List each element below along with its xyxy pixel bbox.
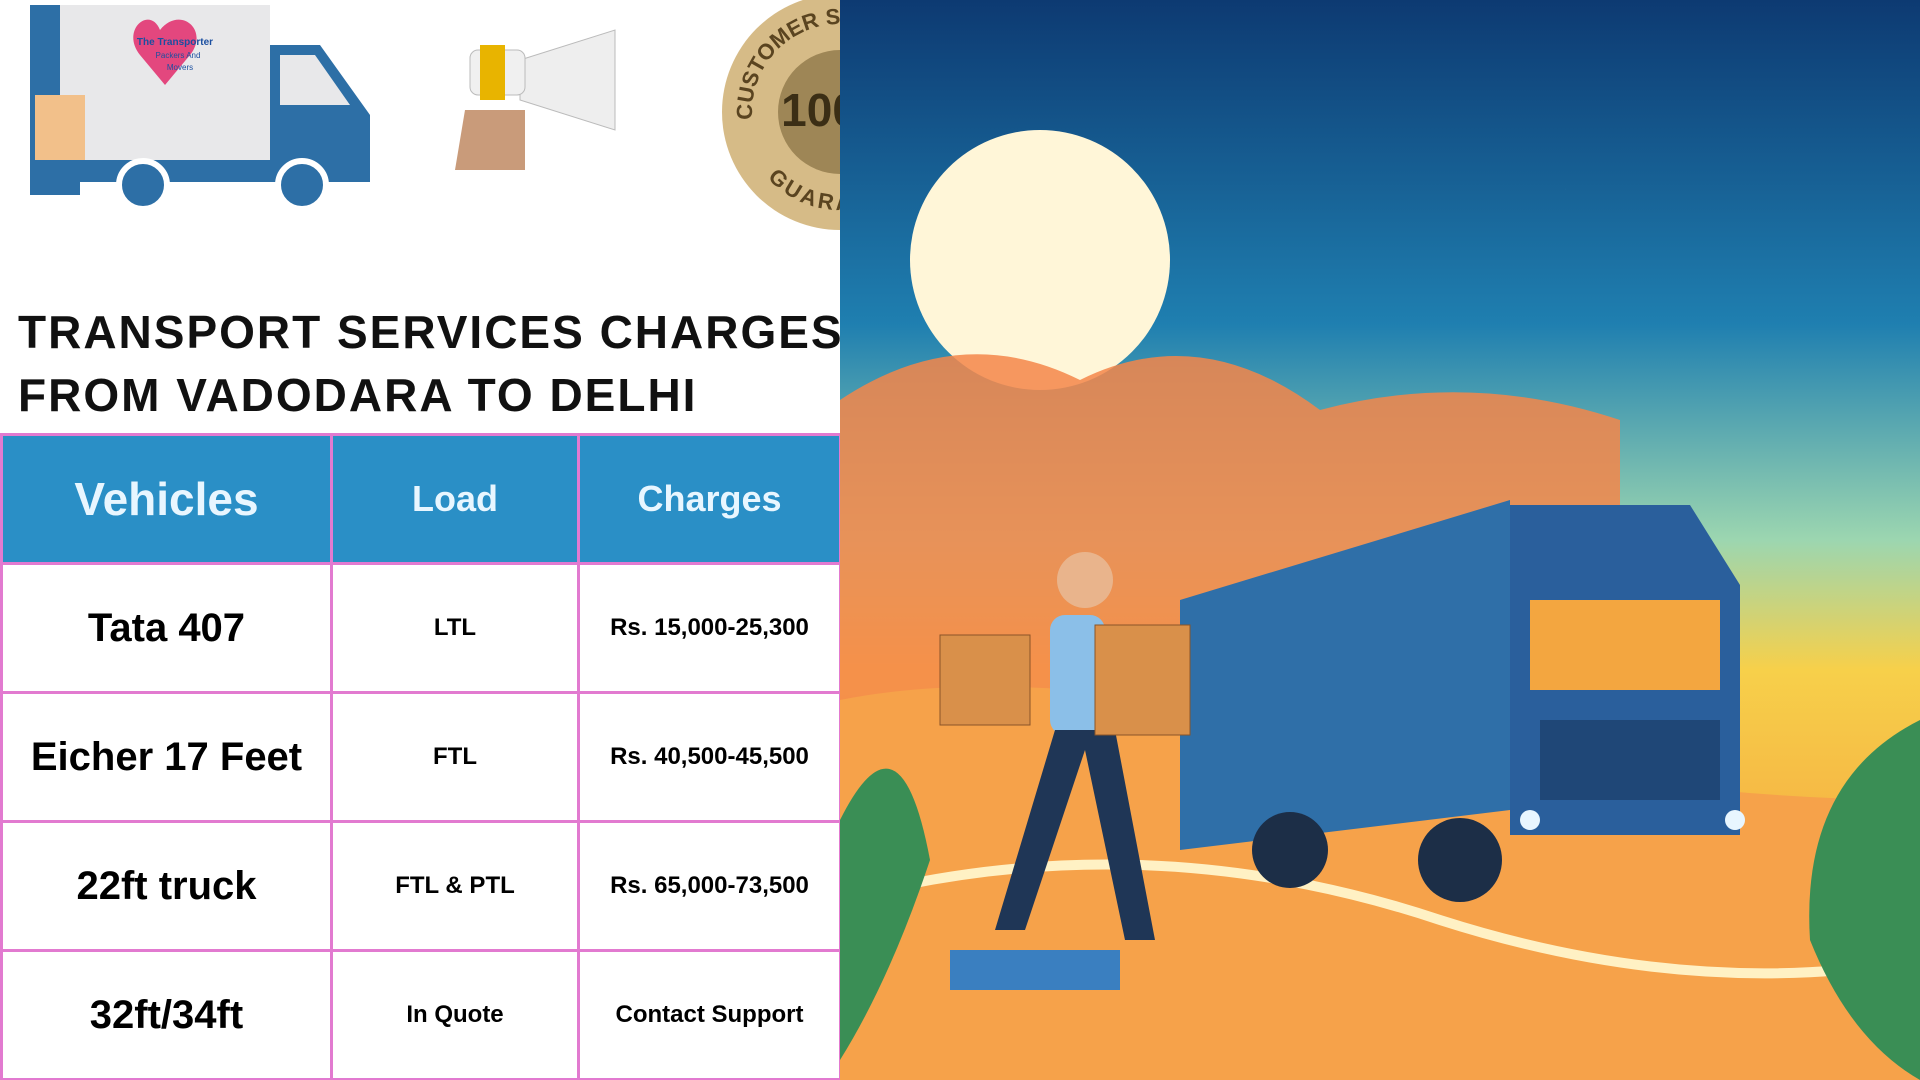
header-cell: Vehicles: [0, 433, 333, 565]
step: [950, 950, 1120, 990]
table-cell: FTL & PTL: [330, 820, 580, 952]
megaphone: [519, 29, 616, 131]
badge-center-text: 100%: [781, 84, 840, 136]
windshield: [1530, 600, 1720, 690]
boxes: [35, 95, 85, 160]
leaves: [1809, 720, 1920, 1080]
table-row: 32ft/34ft In Quote Contact Support: [0, 949, 842, 1080]
table-cell: In Quote: [330, 949, 580, 1080]
table-row: Tata 407 LTL Rs. 15,000-25,300: [0, 562, 842, 694]
header-row: Vehicles Load Charges: [0, 433, 842, 565]
header-cell: Charges: [577, 433, 842, 565]
table-cell: Eicher 17 Feet: [0, 691, 333, 823]
wheel: [1252, 812, 1328, 888]
charges-table: Vehicles Load Charges Tata 407 LTL Rs. 15,00…: [0, 433, 842, 1080]
worker-head: [1057, 552, 1113, 608]
wheel: [116, 158, 170, 212]
sun: [910, 130, 1170, 390]
badge: CUSTOMER SATISFACTION GUARANTEE 100%: [722, 0, 840, 230]
table-cell: 22ft truck: [0, 820, 333, 952]
table-row: Eicher 17 Feet FTL Rs. 40,500-45,500: [0, 691, 842, 823]
logo-text: The Transporter: [137, 37, 213, 48]
hand: [455, 110, 525, 170]
wheel: [1418, 818, 1502, 902]
grille: [1540, 720, 1720, 800]
title-line: TRANSPORT SERVICES CHARGES: [18, 306, 844, 358]
table-cell: Rs. 40,500-45,500: [577, 691, 842, 823]
worker-legs: [995, 730, 1155, 940]
headlight: [1725, 810, 1745, 830]
header-graphics: The Transporter Packers And Movers CUSTO…: [30, 0, 840, 230]
header-cell: Load: [330, 433, 580, 565]
table-cell: Contact Support: [577, 949, 842, 1080]
table-cell: Rs. 15,000-25,300: [577, 562, 842, 694]
logo-text: Movers: [167, 63, 193, 72]
worker-body: [1050, 615, 1105, 735]
truck-window: [280, 55, 350, 105]
boxes: [939, 634, 1031, 726]
table-cell: Rs. 65,000-73,500: [577, 820, 842, 952]
badge-center: [778, 50, 840, 174]
table-cell: FTL: [330, 691, 580, 823]
table-cell: Tata 407: [0, 562, 333, 694]
table-cell: LTL: [330, 562, 580, 694]
logo-heart: [133, 19, 197, 85]
leaves: [840, 768, 930, 1060]
table-row: 22ft truck FTL & PTL Rs. 65,000-73,500: [0, 820, 842, 952]
logo-text: Packers And: [156, 51, 201, 60]
megaphone-band: [480, 45, 505, 100]
left-panel: The Transporter Packers And Movers CUSTO…: [0, 0, 842, 1080]
illustration: [840, 0, 1920, 1080]
boxes: [1094, 624, 1191, 736]
wheel: [275, 158, 329, 212]
table-body: Tata 407 LTL Rs. 15,000-25,300 Eicher 17 Fe…: [0, 562, 842, 1080]
headlight: [1520, 810, 1540, 830]
trailer: [1180, 500, 1510, 850]
table-cell: 32ft/34ft: [0, 949, 333, 1080]
title-line: FROM VADODARA TO DELHI: [18, 369, 698, 421]
